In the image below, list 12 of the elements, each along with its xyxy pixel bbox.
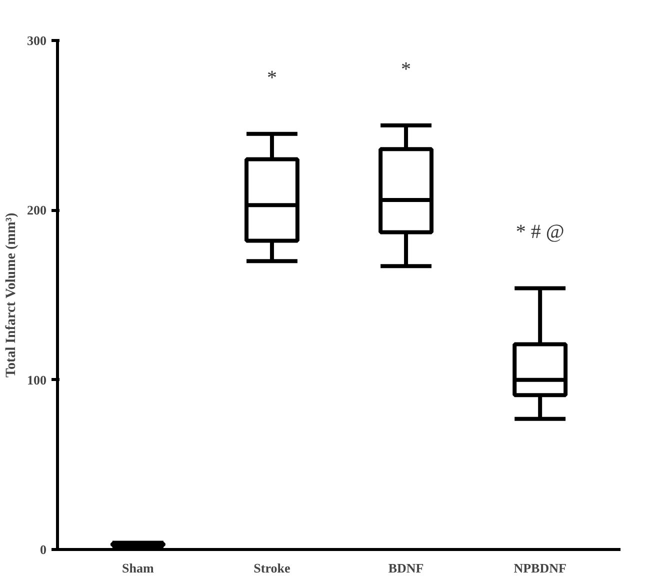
y-tick-label: 100 — [27, 372, 46, 388]
annotation: * # @ — [516, 221, 564, 244]
y-axis-title: Total Infarct Volume (mm³) — [4, 212, 19, 378]
annotation: * — [266, 66, 277, 89]
y-tick-label: 300 — [27, 33, 46, 48]
x-tick-label: Sham — [122, 560, 154, 576]
x-tick-label: BDNF — [388, 560, 424, 576]
y-tick-label: 0 — [40, 542, 46, 557]
x-tick-label: NPBDNF — [514, 560, 566, 576]
y-tick-label: 200 — [27, 202, 46, 218]
x-tick-label: Stroke — [254, 560, 291, 576]
annotation: * — [401, 58, 412, 80]
